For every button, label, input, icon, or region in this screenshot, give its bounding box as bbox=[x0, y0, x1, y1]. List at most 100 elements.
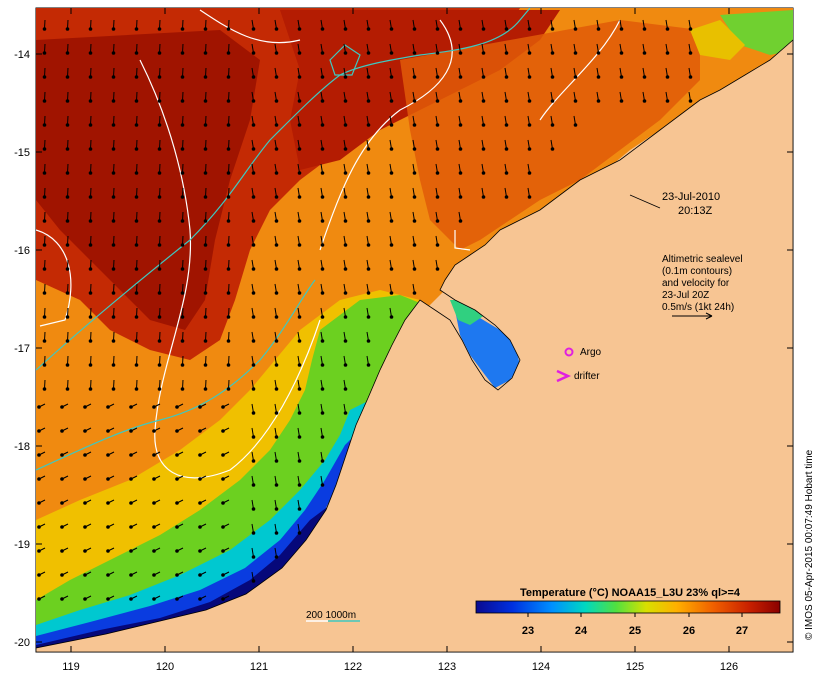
lat-tick-label: -19 bbox=[14, 539, 30, 551]
velocity-arrow-head bbox=[274, 99, 279, 103]
altimetry-note-line: 23-Jul 20Z bbox=[662, 290, 709, 301]
velocity-arrow-head bbox=[297, 363, 302, 367]
velocity-arrow-head bbox=[389, 315, 394, 319]
velocity-arrow-head bbox=[274, 339, 279, 343]
datetime-pointer-line bbox=[629, 194, 661, 209]
velocity-arrow-head bbox=[203, 363, 208, 367]
colorbar-ticks bbox=[527, 613, 743, 617]
velocity-arrow-head bbox=[320, 339, 325, 343]
velocity-arrow-head bbox=[111, 267, 116, 271]
velocity-arrow-head bbox=[389, 123, 394, 127]
velocity-arrow-head bbox=[42, 123, 47, 127]
velocity-arrow-head bbox=[251, 459, 256, 463]
colorbar-tick-label: 25 bbox=[629, 625, 641, 637]
velocity-arrow-head bbox=[42, 195, 47, 199]
velocity-arrow-head bbox=[129, 477, 133, 481]
velocity-arrow-head bbox=[642, 27, 647, 31]
velocity-arrow-head bbox=[88, 171, 93, 175]
velocity-arrow-head bbox=[297, 75, 302, 79]
velocity-arrow-head bbox=[320, 435, 325, 439]
velocity-arrow-head bbox=[573, 75, 578, 79]
velocity-arrow-head bbox=[180, 219, 185, 223]
lon-tick-label: 123 bbox=[438, 661, 456, 673]
velocity-arrow-head bbox=[88, 195, 93, 199]
altimetry-note-line: 0.5m/s (1kt 24h) bbox=[662, 302, 734, 313]
velocity-arrow-head bbox=[389, 243, 394, 247]
velocity-arrow-head bbox=[157, 99, 162, 103]
velocity-arrow-head bbox=[111, 27, 116, 31]
velocity-arrow-head bbox=[320, 51, 325, 55]
velocity-arrow-head bbox=[152, 525, 156, 529]
velocity-arrow-head bbox=[42, 339, 47, 343]
velocity-arrow-head bbox=[88, 315, 93, 319]
velocity-arrow-head bbox=[129, 429, 133, 433]
velocity-arrow-head bbox=[221, 477, 225, 481]
sst-green-band bbox=[36, 295, 425, 648]
velocity-arrow-head bbox=[37, 525, 41, 529]
velocity-arrow-head bbox=[412, 147, 417, 151]
velocity-arrow-head bbox=[226, 243, 231, 247]
velocity-arrow-head bbox=[297, 147, 302, 151]
velocity-arrow-head bbox=[412, 195, 417, 199]
velocity-arrow-head bbox=[665, 27, 670, 31]
velocity-arrow-head bbox=[297, 27, 302, 31]
velocity-arrow-head bbox=[366, 339, 371, 343]
velocity-arrow-head bbox=[111, 339, 116, 343]
velocity-arrow-head bbox=[157, 243, 162, 247]
colorbar-tick-label: 24 bbox=[575, 625, 588, 637]
velocity-arrow-head bbox=[198, 573, 202, 577]
velocity-arrow-head bbox=[527, 123, 532, 127]
velocity-arrow-head bbox=[42, 387, 47, 391]
velocity-arrow-head bbox=[619, 99, 624, 103]
velocity-arrow-head bbox=[435, 75, 440, 79]
velocity-arrow-head bbox=[297, 291, 302, 295]
velocity-arrow-head bbox=[129, 597, 133, 601]
lon-tick-label: 125 bbox=[626, 661, 644, 673]
velocity-arrow-head bbox=[226, 51, 231, 55]
scale-arrow bbox=[672, 312, 713, 320]
velocity-arrow-head bbox=[458, 27, 463, 31]
velocity-arrow-head bbox=[111, 219, 116, 223]
velocity-arrow-head bbox=[412, 123, 417, 127]
velocity-arrow-head bbox=[320, 219, 325, 223]
velocity-arrow-head bbox=[203, 27, 208, 31]
velocity-arrow-head bbox=[366, 363, 371, 367]
velocity-arrow-head bbox=[343, 291, 348, 295]
sst-ne-yellow bbox=[690, 20, 745, 60]
velocity-arrow-head bbox=[297, 51, 302, 55]
velocity-arrow-head bbox=[88, 75, 93, 79]
velocity-arrow-head bbox=[83, 573, 87, 577]
velocity-arrow-head bbox=[65, 219, 70, 223]
velocity-arrow-head bbox=[42, 363, 47, 367]
velocity-arrow-head bbox=[175, 573, 179, 577]
velocity-arrow-head bbox=[343, 339, 348, 343]
velocity-arrow-head bbox=[619, 27, 624, 31]
velocity-arrow-head bbox=[180, 243, 185, 247]
velocity-arrow-head bbox=[274, 531, 279, 535]
velocity-arrow-head bbox=[152, 597, 156, 601]
velocity-arrow-head bbox=[251, 51, 256, 55]
longitude-ticks bbox=[70, 8, 730, 652]
lat-tick-label: -18 bbox=[14, 441, 30, 453]
velocity-arrow-head bbox=[221, 525, 225, 529]
velocity-arrow-head bbox=[274, 27, 279, 31]
velocity-arrow-head bbox=[366, 51, 371, 55]
velocity-arrow-head bbox=[642, 51, 647, 55]
velocity-arrow-head bbox=[157, 291, 162, 295]
velocity-arrow-head bbox=[251, 27, 256, 31]
sealevel-contour bbox=[539, 19, 621, 121]
velocity-arrow-head bbox=[180, 123, 185, 127]
sst-bay-cold bbox=[455, 310, 520, 388]
velocity-arrow-head bbox=[343, 75, 348, 79]
velocity-arrow-head bbox=[111, 147, 116, 151]
velocity-arrow-head bbox=[642, 75, 647, 79]
isobath-line bbox=[36, 279, 316, 471]
velocity-arrow-head bbox=[458, 147, 463, 151]
velocity-arrow-head bbox=[573, 51, 578, 55]
velocity-arrow-head bbox=[180, 315, 185, 319]
velocity-arrow-head bbox=[42, 171, 47, 175]
velocity-arrow-head bbox=[42, 51, 47, 55]
velocity-arrow-head bbox=[274, 147, 279, 151]
velocity-arrow-head bbox=[389, 195, 394, 199]
